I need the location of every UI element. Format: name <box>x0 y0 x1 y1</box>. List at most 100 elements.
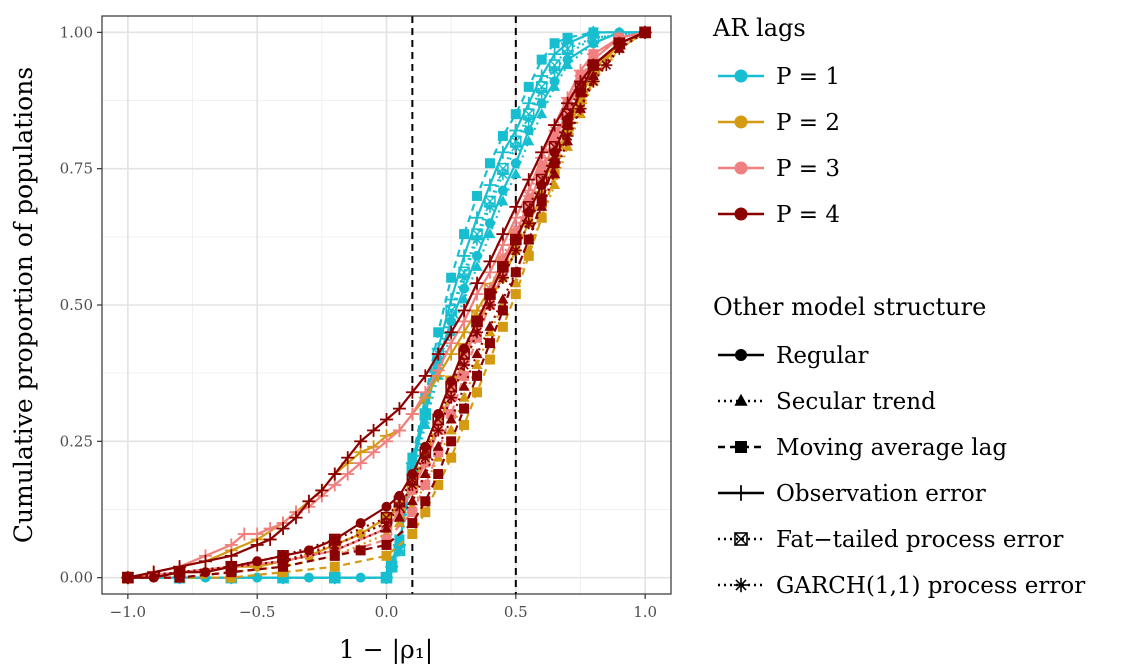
legend-model-structure-label: Moving average lag <box>776 435 1007 461</box>
data-point <box>510 289 521 300</box>
data-point <box>471 233 484 246</box>
y-axis-title: Cumulative proportion of populations <box>9 67 38 543</box>
x-tick-label: −1.0 <box>110 603 146 621</box>
data-point <box>483 178 497 192</box>
data-point <box>407 529 418 540</box>
data-point <box>278 567 289 578</box>
y-tick-label: 0.00 <box>60 569 93 587</box>
data-point <box>561 108 574 120</box>
x-tick-label: −0.5 <box>239 603 275 621</box>
data-point <box>549 168 561 179</box>
data-point <box>302 494 316 508</box>
legend-key-circle-icon <box>734 161 748 175</box>
data-point <box>419 468 431 479</box>
data-point <box>431 347 445 361</box>
data-point <box>497 305 508 316</box>
data-point <box>289 511 303 525</box>
data-point <box>198 554 212 568</box>
legend-model-structure-entry: Secular trend <box>718 389 936 415</box>
data-point <box>497 321 508 332</box>
data-point <box>341 451 355 465</box>
legend-model-structure-entry: Regular <box>718 343 869 369</box>
legend-ar-lags-label: P = 1 <box>776 64 840 90</box>
data-point <box>381 539 392 550</box>
data-point <box>457 314 471 328</box>
data-point <box>445 424 457 435</box>
y-tick-label: 0.75 <box>60 160 93 178</box>
data-point <box>432 440 444 451</box>
data-point <box>471 260 483 271</box>
legend-ar-lags-entry: P = 2 <box>718 110 840 136</box>
data-point <box>484 228 496 239</box>
data-point <box>393 544 406 557</box>
data-point <box>380 434 393 448</box>
y-tick-label: 0.50 <box>60 296 93 314</box>
data-point <box>548 118 562 132</box>
legend-key-triangle-icon <box>734 393 748 406</box>
data-point <box>224 549 238 563</box>
data-point <box>562 120 573 131</box>
legend-model-structure-label: GARCH(1,1) process error <box>776 573 1085 599</box>
data-point <box>433 479 444 490</box>
legend-model-structure-entry: Fat−tailed process error <box>718 527 1063 553</box>
data-point <box>522 173 536 187</box>
data-point <box>433 447 444 458</box>
data-point <box>561 129 574 142</box>
data-point <box>263 522 277 536</box>
data-point <box>587 69 599 80</box>
data-point <box>549 38 560 49</box>
legend-ar-lags-entry: P = 4 <box>718 202 840 228</box>
data-point <box>496 145 510 159</box>
data-point <box>459 419 470 430</box>
data-point <box>420 479 431 490</box>
data-point <box>433 469 444 480</box>
data-point <box>432 424 445 437</box>
legend-ar-lags-entry: P = 3 <box>718 156 840 182</box>
legend-key-circle-icon <box>735 349 747 361</box>
data-point <box>341 467 355 481</box>
data-point <box>419 451 432 464</box>
data-point <box>574 81 587 93</box>
data-point <box>522 189 535 202</box>
data-point <box>431 363 445 377</box>
data-point <box>381 501 392 512</box>
data-point <box>445 413 457 424</box>
legend-ar-lags-label: P = 3 <box>776 156 840 182</box>
data-point <box>458 380 470 391</box>
data-point <box>587 59 600 71</box>
data-point <box>407 518 418 529</box>
data-point <box>458 358 471 371</box>
data-point <box>497 195 509 206</box>
legend-model-structure-label: Secular trend <box>776 389 936 415</box>
data-point <box>535 145 549 159</box>
data-point <box>509 140 522 153</box>
legend-ar-lags-label: P = 4 <box>776 202 840 228</box>
data-point <box>510 158 521 169</box>
data-point <box>561 48 574 61</box>
data-point <box>418 369 432 383</box>
data-point <box>510 109 521 120</box>
data-point <box>613 42 626 55</box>
data-point <box>523 250 534 261</box>
y-axis-ticks: 0.00 0.25 0.50 0.75 1.00 <box>60 23 102 587</box>
data-point <box>483 254 497 268</box>
data-point <box>445 391 458 404</box>
data-point <box>535 69 549 83</box>
data-point <box>433 327 444 338</box>
legend-key-circle-icon <box>734 207 748 221</box>
data-point <box>315 483 329 497</box>
data-point <box>522 217 535 230</box>
x-axis-ticks: −1.0 −0.5 0.0 0.5 1.0 <box>110 594 657 621</box>
data-point <box>471 348 483 359</box>
x-tick-label: 1.0 <box>633 603 657 621</box>
data-point <box>328 467 342 481</box>
data-point <box>355 518 366 529</box>
data-point <box>483 265 497 279</box>
data-point <box>393 517 405 528</box>
data-point <box>329 561 340 572</box>
data-point <box>522 201 535 213</box>
legend-ar-lags-label: P = 2 <box>776 110 840 136</box>
data-point <box>405 407 419 421</box>
data-point <box>328 571 341 584</box>
